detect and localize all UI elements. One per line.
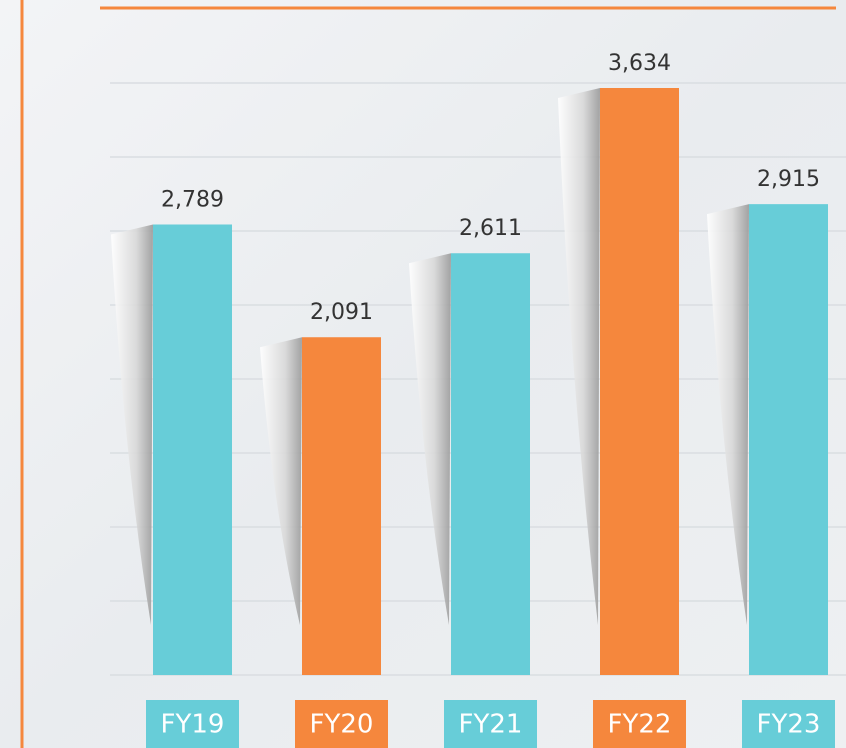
- value-label: 3,634: [608, 51, 671, 76]
- bar: [302, 337, 381, 675]
- value-label: 2,789: [161, 187, 224, 212]
- bar: [600, 88, 679, 675]
- x-tick-label: FY21: [459, 710, 523, 740]
- chart: 2,789 FY19 2,091 FY20 2,611 FY21 3,634 FY22 2,91…: [0, 0, 846, 748]
- bar: [153, 224, 232, 675]
- value-label: 2,091: [310, 300, 373, 325]
- bar: [451, 253, 530, 675]
- x-tick-label: FY19: [161, 710, 225, 740]
- bar: [749, 204, 828, 675]
- x-tick-label: FY22: [608, 710, 672, 740]
- x-tick-label: FY20: [310, 710, 374, 740]
- x-tick-label: FY23: [757, 710, 821, 740]
- value-label: 2,915: [757, 167, 820, 192]
- value-label: 2,611: [459, 216, 522, 241]
